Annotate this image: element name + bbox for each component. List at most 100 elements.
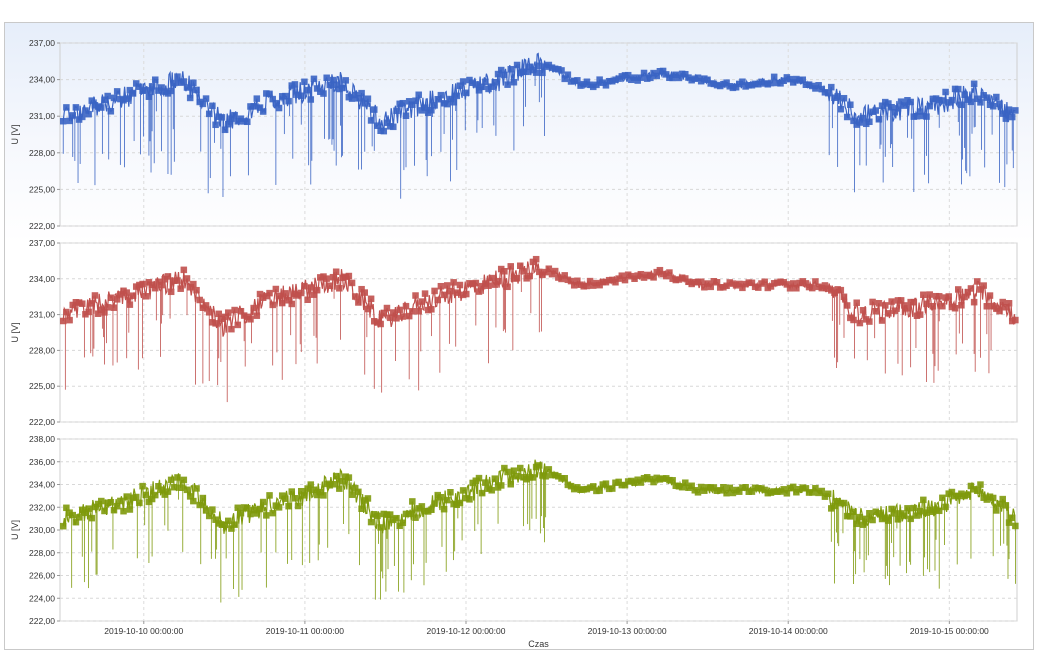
data-point	[205, 110, 213, 118]
data-point	[843, 113, 851, 121]
data-point	[463, 89, 470, 97]
data-point	[72, 104, 80, 111]
data-point	[171, 79, 178, 87]
data-point	[291, 81, 299, 88]
data-point	[894, 105, 902, 112]
data-point	[513, 61, 521, 69]
data-point	[364, 305, 372, 313]
data-point	[856, 319, 864, 327]
data-point	[996, 307, 1003, 315]
data-point	[148, 83, 156, 90]
data-point	[393, 107, 400, 115]
data-point	[818, 487, 826, 495]
data-point	[177, 484, 184, 491]
data-point	[85, 308, 92, 316]
data-point	[859, 307, 867, 314]
x-tick-label: 2019-10-12 00:00:00	[427, 626, 506, 636]
data-point	[412, 97, 419, 104]
data-point	[459, 78, 467, 85]
x-tick-label: 2019-10-10 00:00:00	[104, 626, 183, 636]
data-point	[862, 515, 870, 523]
data-point	[301, 492, 308, 499]
data-point	[75, 514, 83, 521]
data-point	[983, 94, 991, 101]
data-point	[669, 477, 676, 484]
data-point	[301, 78, 308, 86]
data-point	[472, 279, 480, 287]
data-point	[497, 482, 505, 489]
data-point	[910, 504, 918, 512]
data-point	[558, 67, 565, 74]
y-tick-label: 238,00	[29, 434, 55, 444]
data-point	[237, 509, 245, 517]
data-point	[434, 296, 441, 304]
data-point	[939, 494, 946, 502]
data-point	[174, 73, 181, 80]
data-point	[218, 114, 226, 121]
data-point	[393, 315, 400, 322]
data-point	[904, 305, 911, 312]
data-point	[348, 279, 356, 287]
data-point	[177, 285, 184, 292]
data-point	[88, 300, 96, 307]
data-point	[561, 474, 568, 482]
data-point	[231, 521, 238, 528]
data-point	[885, 310, 892, 317]
data-point	[770, 73, 778, 81]
data-point	[920, 496, 927, 504]
data-point	[377, 524, 384, 531]
data-point	[843, 302, 851, 309]
y-tick-label: 231,00	[29, 111, 55, 121]
data-point	[152, 76, 159, 83]
data-point	[342, 77, 349, 84]
data-point	[545, 466, 553, 473]
data-point	[291, 495, 299, 502]
data-point	[361, 289, 368, 296]
data-point	[491, 475, 499, 482]
data-point	[320, 492, 327, 499]
data-point	[307, 284, 315, 291]
data-point	[907, 98, 914, 106]
data-point	[542, 473, 549, 480]
data-point	[418, 298, 426, 305]
data-point	[110, 94, 118, 102]
data-point	[428, 306, 435, 313]
data-point	[437, 494, 445, 501]
data-point	[824, 490, 832, 498]
data-point	[840, 293, 848, 301]
data-point	[79, 300, 86, 307]
data-point	[174, 277, 181, 284]
data-point	[501, 268, 508, 275]
data-point	[288, 488, 295, 495]
data-point	[69, 112, 76, 119]
y-tick-label: 237,00	[29, 38, 55, 48]
y-tick-label: 226,00	[29, 571, 55, 581]
data-point	[358, 89, 365, 97]
data-point	[415, 308, 422, 315]
data-point	[282, 290, 289, 297]
data-point	[113, 88, 121, 95]
y-axis-title: U [V]	[10, 124, 20, 144]
data-point	[323, 275, 330, 282]
y-axis-title: U [V]	[10, 520, 20, 540]
data-point	[399, 99, 407, 107]
data-point	[183, 275, 191, 282]
data-point	[850, 508, 857, 515]
data-point	[202, 507, 210, 514]
data-point	[536, 62, 543, 69]
data-point	[329, 273, 337, 281]
y-tick-label: 231,00	[29, 310, 55, 320]
data-point	[66, 117, 73, 125]
data-point	[367, 117, 375, 124]
data-point	[171, 483, 178, 491]
data-point	[536, 462, 543, 469]
data-point	[129, 90, 137, 97]
data-point	[383, 304, 391, 312]
data-point	[269, 301, 276, 309]
data-point	[371, 106, 378, 113]
data-point	[88, 514, 96, 522]
data-point	[916, 507, 924, 515]
data-point	[358, 505, 365, 513]
data-point	[205, 512, 213, 520]
data-point	[640, 69, 648, 77]
